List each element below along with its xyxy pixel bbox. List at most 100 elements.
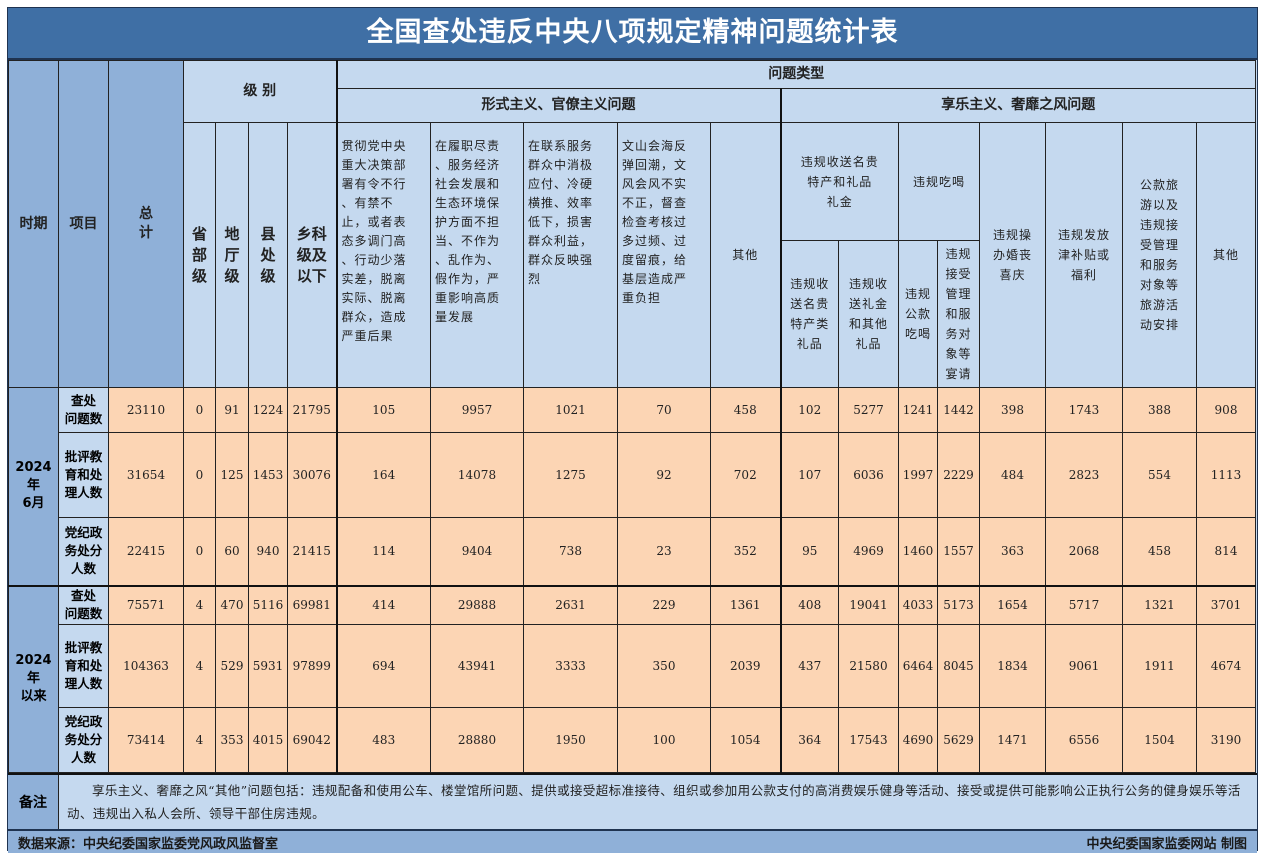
value-cell: 1950 xyxy=(523,707,618,773)
value-cell: 92 xyxy=(617,432,711,518)
item-label: 党纪政 务处分 人数 xyxy=(58,707,109,773)
value-cell: 164 xyxy=(335,432,431,518)
header-level-provincial: 省 部 级 xyxy=(183,122,216,388)
period-label: 2024年 以来 xyxy=(8,584,59,773)
table-row: 2024年 以来 查处 问题数 75571 4 470 5116 69981 414 29888… xyxy=(8,584,1257,773)
table-row: 批评教 育和处 理人数 104363 4 529 5931 97899 694 43941 33… xyxy=(9,624,1257,708)
value-cell: 75571 xyxy=(108,584,184,625)
value-cell: 6556 xyxy=(1045,707,1123,773)
value-cell: 114 xyxy=(335,517,431,586)
value-cell: 1224 xyxy=(248,387,288,433)
value-cell: 5717 xyxy=(1045,584,1123,625)
value-cell: 1911 xyxy=(1122,624,1197,708)
header-gift-group: 违规收送名贵 特产和礼品 礼金 xyxy=(779,122,899,241)
value-cell: 458 xyxy=(1122,517,1197,586)
value-cell: 43941 xyxy=(430,624,524,708)
value-cell: 100 xyxy=(617,707,711,773)
table-row: 党纪政 务处分 人数 73414 4 353 4015 69042 483 28880 1950… xyxy=(9,707,1257,773)
value-cell: 105 xyxy=(335,387,431,433)
value-cell: 4674 xyxy=(1195,624,1257,708)
value-cell: 483 xyxy=(335,707,431,773)
value-cell: 8045 xyxy=(937,624,980,708)
value-cell: 1054 xyxy=(710,707,781,773)
header-dining-banquet: 违规 接受 管理 和服 务对 象等 宴请 xyxy=(937,240,980,388)
value-cell: 352 xyxy=(710,517,781,586)
header-formalism-decisions: 贯彻党中央 重大决策部 署有令不行 、有禁不 止，或者表 态多调门高 、行动少落… xyxy=(335,122,431,388)
value-cell: 4 xyxy=(183,584,216,625)
item-label: 党纪政 务处分 人数 xyxy=(58,517,109,586)
header-travel: 公款旅 游以及 违规接 受管理 和服务 对象等 旅游活 动安排 xyxy=(1122,122,1197,388)
value-cell: 908 xyxy=(1195,387,1257,433)
value-cell: 5629 xyxy=(937,707,980,773)
value-cell: 3701 xyxy=(1195,584,1257,625)
value-cell: 458 xyxy=(710,387,781,433)
note-text: 享乐主义、奢靡之风“其他”问题包括：违规配备和使用公车、楼堂馆所问题、提供或接受… xyxy=(67,783,1241,821)
value-cell: 4 xyxy=(183,707,216,773)
value-cell: 1361 xyxy=(710,584,781,625)
value-cell: 1834 xyxy=(979,624,1046,708)
data-source: 数据来源：中央纪委国家监委党风政风监督室 xyxy=(18,836,279,852)
header-level-prefectural: 地 厅 级 xyxy=(215,122,249,388)
item-label: 查处 问题数 xyxy=(58,387,109,433)
value-cell: 5277 xyxy=(838,387,899,433)
value-cell: 353 xyxy=(215,707,249,773)
header-problem-type: 问题类型 xyxy=(335,60,1257,89)
value-cell: 6036 xyxy=(838,432,899,518)
value-cell: 0 xyxy=(183,517,216,586)
value-cell: 388 xyxy=(1122,387,1197,433)
header-dining-group: 违规吃喝 xyxy=(898,122,980,241)
value-cell: 17543 xyxy=(838,707,899,773)
header-allowances: 违规发放 津补贴或 福利 xyxy=(1045,122,1123,388)
value-cell: 437 xyxy=(779,624,839,708)
value-cell: 91 xyxy=(215,387,249,433)
value-cell: 1504 xyxy=(1122,707,1197,773)
page-title: 全国查处违反中央八项规定精神问题统计表 xyxy=(8,8,1257,60)
value-cell: 29888 xyxy=(430,584,524,625)
value-cell: 694 xyxy=(335,624,431,708)
value-cell: 3190 xyxy=(1195,707,1257,773)
value-cell: 19041 xyxy=(838,584,899,625)
value-cell: 1460 xyxy=(898,517,938,586)
value-cell: 470 xyxy=(215,584,249,625)
header-level-county: 县 处 级 xyxy=(248,122,288,388)
value-cell: 28880 xyxy=(430,707,524,773)
header-gift-money: 违规收 送礼金 和其他 礼品 xyxy=(838,240,899,388)
value-cell: 1275 xyxy=(523,432,618,518)
value-cell: 125 xyxy=(215,432,249,518)
value-cell: 229 xyxy=(617,584,711,625)
value-cell: 107 xyxy=(779,432,839,518)
value-cell: 2631 xyxy=(523,584,618,625)
credit: 中央纪委国家监委网站 制图 xyxy=(1086,836,1247,852)
statistics-table: 时期 项目 总 计 级 别 问题类型 形式主义、官僚主义问题 享乐主义、奢靡之风… xyxy=(8,60,1257,773)
value-cell: 1997 xyxy=(898,432,938,518)
table-row: 2024年 6月 查处 问题数 23110 0 91 1224 21795 105 9957 10… xyxy=(8,387,1257,586)
value-cell: 0 xyxy=(183,432,216,518)
header-formalism: 形式主义、官僚主义问题 xyxy=(335,88,781,123)
header-formalism-other: 其他 xyxy=(710,122,781,388)
value-cell: 9061 xyxy=(1045,624,1123,708)
statistics-sheet: 全国查处违反中央八项规定精神问题统计表 时期 项目 总 计 级 别 问题类型 形… xyxy=(7,7,1258,853)
value-cell: 408 xyxy=(779,584,839,625)
item-label: 批评教 育和处 理人数 xyxy=(58,624,109,708)
value-cell: 4015 xyxy=(248,707,288,773)
header-item: 项目 xyxy=(58,60,109,388)
table-row: 党纪政 务处分 人数 22415 0 60 940 21415 114 9404 738 23 35… xyxy=(9,517,1257,586)
value-cell: 2823 xyxy=(1045,432,1123,518)
value-cell: 1471 xyxy=(979,707,1046,773)
value-cell: 363 xyxy=(979,517,1046,586)
value-cell: 5931 xyxy=(248,624,288,708)
header-level-township: 乡科 级及 以下 xyxy=(287,122,337,388)
value-cell: 14078 xyxy=(430,432,524,518)
value-cell: 940 xyxy=(248,517,288,586)
value-cell: 23 xyxy=(617,517,711,586)
value-cell: 97899 xyxy=(287,624,337,708)
value-cell: 398 xyxy=(979,387,1046,433)
header-total: 总 计 xyxy=(108,60,184,388)
value-cell: 5116 xyxy=(248,584,288,625)
value-cell: 1442 xyxy=(937,387,980,433)
value-cell: 484 xyxy=(979,432,1046,518)
header-formalism-meetings: 文山会海反 弹回潮，文 风会风不实 不正，督查 检查考核过 多过频、过 度留痕，… xyxy=(617,122,711,388)
value-cell: 1743 xyxy=(1045,387,1123,433)
item-label: 查处 问题数 xyxy=(58,584,109,625)
value-cell: 4033 xyxy=(898,584,938,625)
